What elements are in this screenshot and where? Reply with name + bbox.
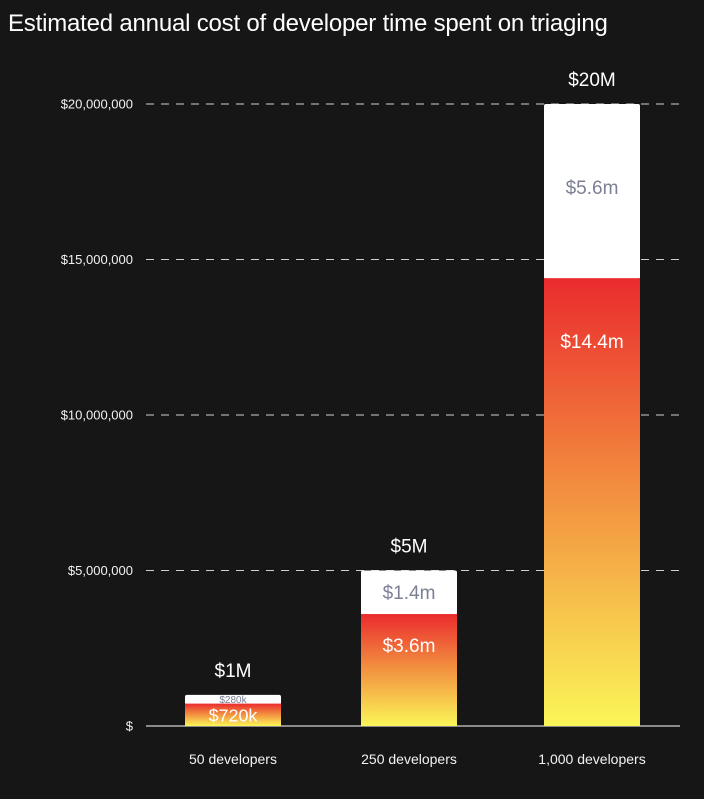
bar-total-label: $5M [391,537,428,558]
lower-segment-label: $3.6m [383,636,436,657]
lower-segment-label: $720k [209,706,258,726]
upper-segment-label: $280k [219,695,247,706]
x-category-label: 250 developers [361,751,457,767]
chart-title: Estimated annual cost of developer time … [8,10,608,37]
y-tick-label: $10,000,000 [61,408,133,423]
y-tick-label: $20,000,000 [61,97,133,112]
x-axis-categories: 50 developers 250 developers 1,000 develop… [189,751,646,767]
lower-segment-label: $14.4m [560,332,623,353]
y-tick-label: $15,000,000 [61,252,133,267]
bar-upper-segment [185,694,281,705]
y-tick-label: $5,000,000 [68,563,133,578]
upper-segment-label: $1.4m [383,583,436,604]
bar-total-label: $20M [568,70,616,91]
bar-upper-segment [361,570,457,616]
bar-labels: $280k$720k $1M $1.4m $3.6m $5M $5.6m $14.4m $20… [209,70,624,726]
bar-lower-segment [361,614,457,726]
bar-total-label: $1M [215,661,252,682]
bar-upper-segment [544,104,640,280]
bar-lower-segment [185,703,281,726]
y-axis-ticks: $ $5,000,000 $10,000,000 $15,000,000 $20,000… [61,97,134,734]
upper-segment-label: $5.6m [566,178,619,199]
x-category-label: 50 developers [189,751,277,767]
bars [185,104,640,726]
x-category-label: 1,000 developers [538,751,645,767]
bar-lower-segment [544,278,640,726]
y-tick-label: $ [126,719,134,734]
